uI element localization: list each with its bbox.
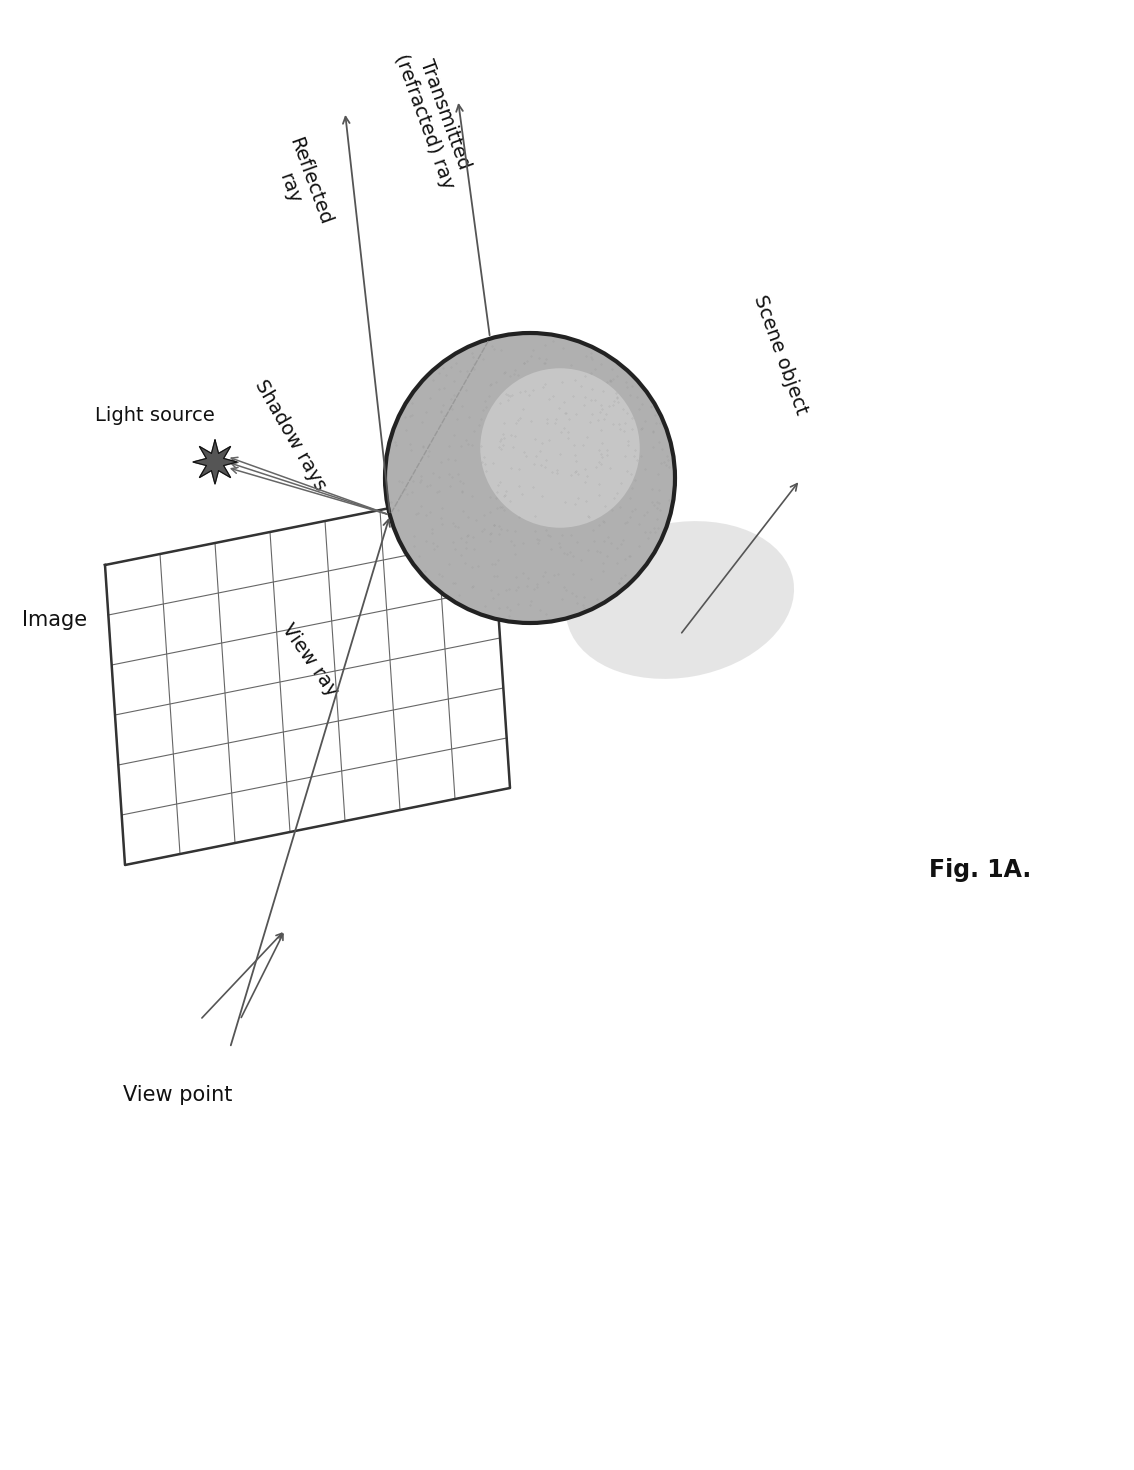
Text: Scene object: Scene object [750,293,811,417]
Text: Light source: Light source [95,406,214,425]
Text: View point: View point [124,1085,232,1105]
Text: Reflected
ray: Reflected ray [265,135,335,235]
Text: Transmitted
(refracted) ray: Transmitted (refracted) ray [391,44,479,193]
Text: Fig. 1A.: Fig. 1A. [929,858,1031,882]
Ellipse shape [566,520,794,679]
Circle shape [386,334,675,623]
Text: View ray: View ray [278,620,342,700]
Circle shape [481,369,640,528]
Text: Image: Image [23,610,87,631]
Text: Shadow rays: Shadow rays [251,376,329,494]
Polygon shape [193,440,237,484]
